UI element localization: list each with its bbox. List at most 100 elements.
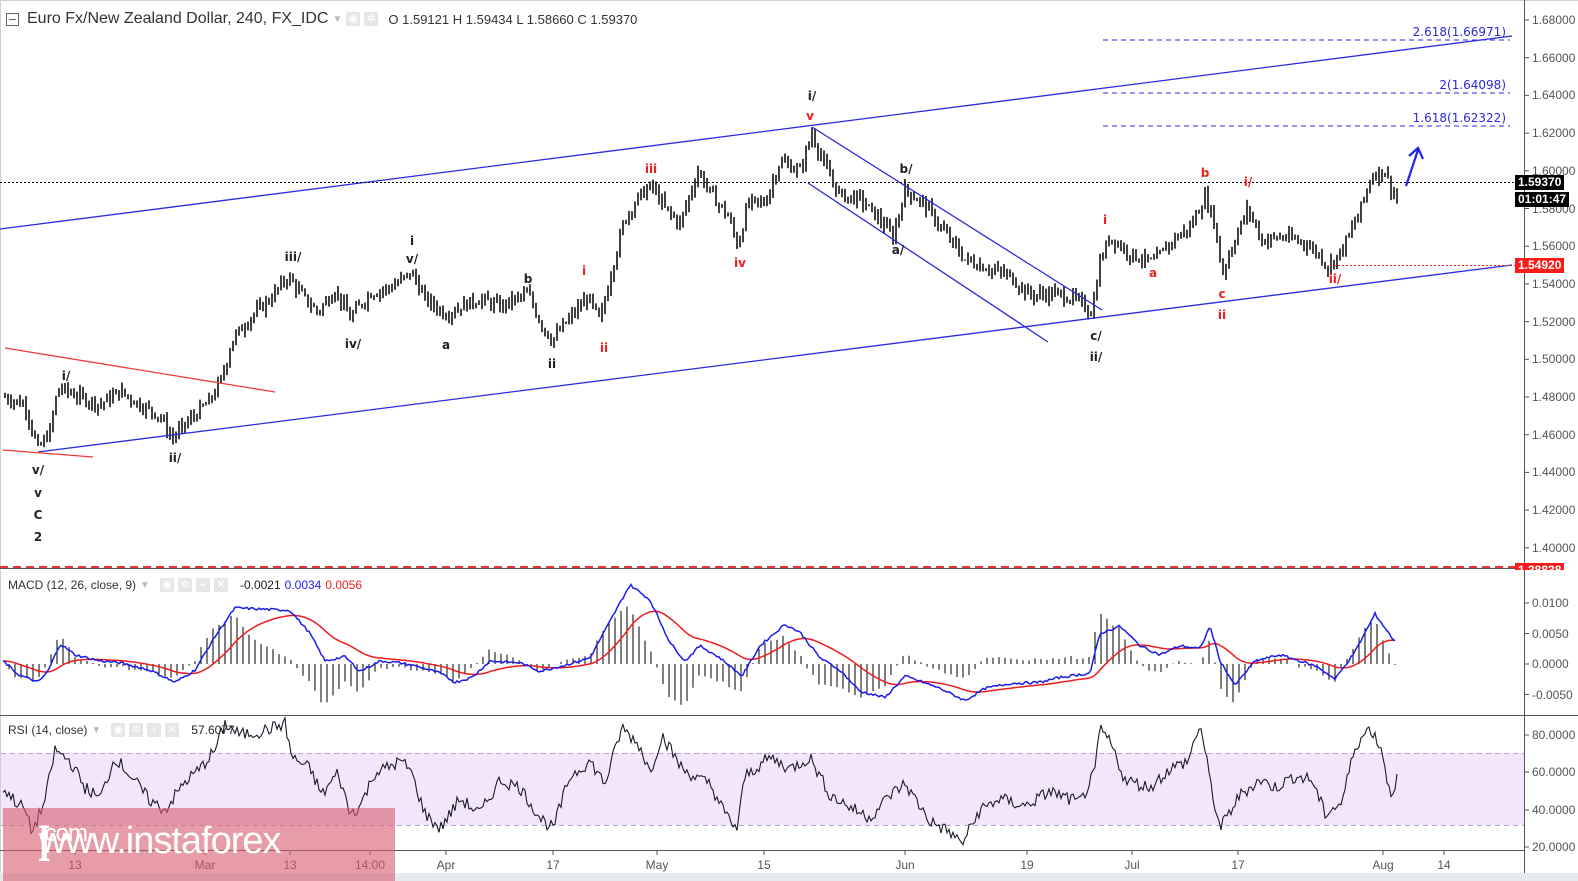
chevron-down-icon[interactable]: ▼ bbox=[91, 724, 102, 736]
wave-label: b bbox=[1200, 166, 1210, 180]
wave-label: ii bbox=[547, 357, 557, 371]
gear-icon[interactable]: ✲ bbox=[177, 578, 192, 592]
time-tick-label: 17 bbox=[1231, 858, 1245, 872]
macd-legend: MACD (12, 26, close, 9) ▼ ◉ ✲ + ✕ -0.002… bbox=[8, 578, 362, 592]
wave-label: iii/ bbox=[284, 250, 302, 264]
chevron-down-icon[interactable]: ▼ bbox=[140, 579, 150, 591]
price-tick-label: 1.66000 bbox=[1532, 50, 1576, 65]
high-label: H bbox=[452, 11, 463, 27]
price-tick-label: 1.40000 bbox=[1532, 540, 1576, 555]
visibility-icon[interactable]: ◉ bbox=[111, 723, 126, 737]
time-tick-label: 19 bbox=[1020, 858, 1034, 872]
price-tick-label: 1.62000 bbox=[1532, 126, 1576, 141]
time-tick-label: Jul bbox=[1124, 858, 1140, 872]
collapse-icon[interactable] bbox=[6, 12, 19, 26]
macd-tick-label: 0.0000 bbox=[1532, 657, 1569, 671]
bottom-price-tag: 1.38838 bbox=[1515, 563, 1565, 570]
wave-label: c/ bbox=[1090, 329, 1102, 343]
chevron-down-icon[interactable]: ▼ bbox=[332, 13, 343, 25]
wave-label: ii/ bbox=[168, 451, 182, 465]
rsi-title[interactable]: RSI (14, close) bbox=[8, 723, 88, 737]
add-icon[interactable]: + bbox=[195, 578, 210, 592]
time-tick-label: 14 bbox=[1437, 858, 1451, 872]
wave-label: iv/ bbox=[344, 337, 362, 351]
wave-label: ii/ bbox=[1328, 272, 1342, 286]
wave-label: i/ bbox=[1243, 175, 1253, 189]
ohlc-values: O 1.59121 H 1.59434 L 1.58660 C 1.59370 bbox=[388, 12, 637, 27]
close-icon[interactable]: ✕ bbox=[213, 578, 228, 592]
macd-tick-label: -0.0050 bbox=[1532, 687, 1573, 702]
fib-level-label: 1.618(1.62322) bbox=[1412, 111, 1506, 125]
instaforex-watermark: [ www.instaforex .com ] bbox=[3, 808, 395, 881]
rsi-tick-label: 20.0000 bbox=[1532, 840, 1576, 854]
countdown-tag: 01:01:47 bbox=[1515, 192, 1570, 207]
macd-title[interactable]: MACD (12, 26, close, 9) bbox=[8, 578, 137, 592]
wave-label: 2 bbox=[33, 530, 43, 544]
low-value: 1.58660 bbox=[526, 11, 574, 27]
rsi-tick-label: 40.0000 bbox=[1532, 803, 1576, 817]
close-label: C bbox=[577, 11, 587, 27]
wave-label: b bbox=[523, 272, 533, 286]
wave-label: v bbox=[34, 486, 42, 500]
price-tick-label: 1.48000 bbox=[1532, 390, 1576, 404]
last-price-tag: 1.59370 bbox=[1515, 175, 1565, 190]
price-tick-label: 1.68000 bbox=[1532, 13, 1576, 27]
wave-label: v bbox=[806, 109, 814, 123]
time-tick-label: Jun bbox=[895, 858, 915, 872]
wave-label: i/ bbox=[807, 89, 817, 103]
wave-label: ii bbox=[1217, 308, 1227, 322]
close-value: 1.59370 bbox=[590, 11, 638, 27]
symbol-title[interactable]: Euro Fx/New Zealand Dollar, 240, FX_IDC bbox=[27, 10, 329, 27]
price-tick-label: 1.60000 bbox=[1532, 163, 1576, 178]
time-tick-label: Aug bbox=[1372, 858, 1394, 872]
macd-value: 0.0034 bbox=[284, 578, 322, 592]
low-label: L bbox=[516, 11, 524, 27]
wave-label: a bbox=[441, 338, 451, 352]
wave-label: ii bbox=[599, 341, 609, 355]
visibility-icon[interactable]: ◉ bbox=[346, 12, 361, 26]
price-tick-label: 1.52000 bbox=[1532, 314, 1576, 329]
symbol-legend: Euro Fx/New Zealand Dollar, 240, FX_IDC … bbox=[6, 10, 637, 28]
time-tick-label: 17 bbox=[546, 858, 560, 872]
price-tick-label: 1.64000 bbox=[1532, 88, 1576, 103]
wave-label: v/ bbox=[405, 252, 419, 266]
open-value: 1.59121 bbox=[402, 11, 450, 27]
wave-label: b/ bbox=[899, 162, 913, 176]
visibility-icon[interactable]: ◉ bbox=[159, 578, 174, 592]
wave-label: c bbox=[1218, 287, 1226, 301]
macd-hist-value: -0.0021 bbox=[239, 578, 281, 592]
open-label: O bbox=[388, 11, 399, 27]
wave-label: a/ bbox=[891, 243, 905, 257]
wave-label: iv bbox=[734, 256, 746, 270]
close-icon[interactable]: ✕ bbox=[165, 723, 180, 737]
wave-label: a bbox=[1148, 266, 1158, 280]
time-tick-label: Apr bbox=[436, 858, 456, 872]
fib-level-label: 2(1.64098) bbox=[1439, 78, 1506, 92]
rsi-tick-label: 60.0000 bbox=[1532, 765, 1576, 779]
rsi-tick-label: 80.0000 bbox=[1532, 728, 1576, 742]
rsi-legend: RSI (14, close) ▼ ◉ ✲ + ✕ 57.6077 bbox=[8, 723, 235, 737]
gear-icon[interactable]: ✲ bbox=[129, 723, 144, 737]
price-tick-label: 1.56000 bbox=[1532, 239, 1576, 254]
macd-tick-label: 0.0100 bbox=[1532, 596, 1569, 610]
add-icon[interactable]: + bbox=[147, 723, 162, 737]
wave-label: iii bbox=[644, 162, 658, 176]
wave-label: i/ bbox=[61, 369, 71, 383]
wave-label: i bbox=[581, 264, 587, 278]
price-tick-label: 1.42000 bbox=[1532, 503, 1576, 518]
gear-icon[interactable]: ✲ bbox=[364, 12, 379, 26]
price-tick-label: 1.54000 bbox=[1532, 276, 1576, 291]
wave-label: C bbox=[33, 508, 43, 522]
support-price-tag: 1.54920 bbox=[1515, 258, 1565, 273]
price-tick-label: 1.46000 bbox=[1532, 427, 1576, 442]
high-value: 1.59434 bbox=[465, 11, 513, 27]
rsi-value: 57.6077 bbox=[191, 723, 235, 737]
wave-label: ii/ bbox=[1089, 350, 1103, 364]
time-tick-label: 15 bbox=[757, 858, 771, 872]
wave-label: v/ bbox=[31, 463, 45, 477]
fib-level-label: 2.618(1.66971) bbox=[1412, 25, 1506, 39]
price-tick-label: 1.44000 bbox=[1532, 465, 1576, 480]
price-tick-label: 1.50000 bbox=[1532, 352, 1576, 367]
